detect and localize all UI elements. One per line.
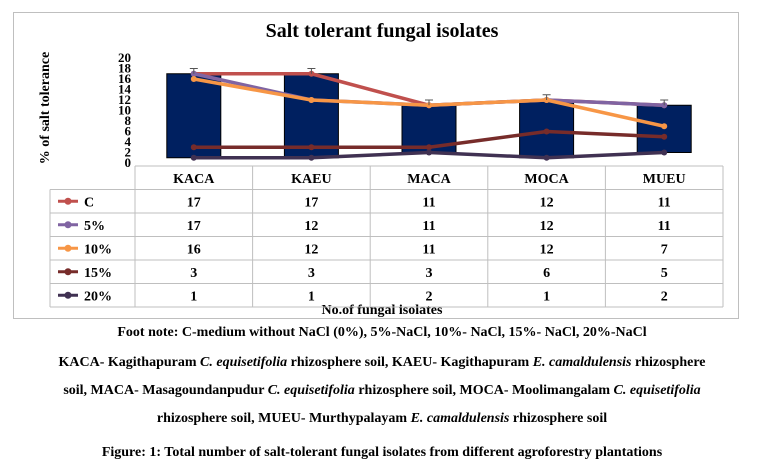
chart-title: Salt tolerant fungal isolates (265, 20, 499, 42)
series-point (426, 149, 432, 156)
table-cell-value: 16 (187, 242, 201, 257)
footnote-line-2: KACA- Kagithapuram C. equisetifolia rhiz… (0, 355, 764, 371)
footnote-line-3: soil, MACA- Masagoundanpudur C. equiseti… (0, 383, 764, 399)
legend-label: 15% (84, 266, 112, 281)
table-cell-value: 11 (658, 219, 671, 234)
table-cell-value: 12 (540, 219, 554, 234)
footnote-species: C. equisetifolia (267, 383, 355, 398)
y-tick-label: 20 (118, 50, 131, 65)
footnote-text: rhizosphere soil, MUEU- Murthypalayam (156, 411, 411, 426)
series-point (661, 149, 668, 156)
table-cell-value: 12 (540, 195, 554, 210)
y-tick-label: 0 (125, 155, 132, 170)
series-point (190, 76, 197, 82)
series-point (190, 154, 197, 161)
series-point (308, 97, 315, 103)
table-cell-value: 7 (661, 242, 668, 257)
footnote-text: Foot note: C-medium without NaCl (0%), 5… (117, 325, 647, 340)
table-cell-value: 17 (187, 219, 201, 234)
footnote-text: rhizosphere soil (509, 411, 608, 426)
series-point (190, 144, 197, 151)
figure-caption: Figure: 1: Total number of salt-tolerant… (101, 445, 663, 460)
x-tick-label: MOCA (524, 172, 569, 187)
legend-marker (64, 268, 72, 276)
table-cell-value: 3 (308, 266, 315, 281)
footnote-text: rhizosphere soil, MOCA- Moolimangalam (354, 383, 614, 398)
footnote-text: rhizosphere soil, KAEU- Kagithapuram (287, 355, 533, 370)
y-tick-label: 16 (118, 71, 132, 86)
table-cell-value: 2 (426, 289, 433, 304)
x-tick-label: MUEU (643, 172, 686, 187)
footnote-line-4: rhizosphere soil, MUEU- Murthypalayam E.… (0, 411, 764, 427)
footnote-species: C. equisetifolia (613, 383, 701, 398)
bar (166, 73, 222, 159)
table-cell-value: 3 (426, 266, 433, 281)
x-tick-label: KAEU (291, 172, 331, 187)
table-cell-value: 12 (540, 242, 554, 257)
table-cell-value: 6 (543, 266, 550, 281)
series-point (308, 154, 315, 161)
series-point (661, 123, 668, 130)
table-cell-value: 2 (661, 289, 668, 304)
table-cell-value: 11 (422, 219, 435, 234)
figure-frame (13, 12, 739, 319)
table-cell-value: 1 (308, 289, 315, 304)
y-tick-label: 4 (125, 134, 132, 149)
legend-label: C (84, 195, 94, 210)
table-cell-value: 1 (543, 289, 550, 304)
table-cell-value: 11 (658, 195, 671, 210)
legend-marker (64, 221, 72, 229)
y-tick-label: 8 (125, 113, 132, 128)
x-tick-label: KACA (173, 172, 215, 187)
table-cell-value: 12 (304, 242, 318, 257)
series-point (661, 133, 668, 140)
table-cell-value: 12 (304, 219, 318, 234)
footnote-text: soil, MACA- Masagoundanpudur (63, 383, 268, 398)
table-cell-value: 17 (304, 195, 318, 210)
y-tick-label: 2 (125, 145, 132, 160)
y-tick-label: 12 (118, 92, 131, 107)
table-cell-value: 1 (190, 289, 197, 304)
y-tick-label: 18 (118, 61, 132, 76)
footnote-species: C. equisetifolia (200, 355, 288, 370)
series-point (543, 128, 550, 135)
legend-label: 5% (84, 219, 105, 234)
legend-marker (64, 291, 72, 299)
series-point (308, 144, 315, 151)
footnote-text: rhizosphere (631, 355, 706, 370)
legend-label: 10% (84, 242, 112, 257)
footnote-species: E. camaldulensis (410, 411, 510, 426)
table-cell-value: 5 (661, 266, 668, 281)
y-tick-label: 10 (118, 103, 131, 118)
legend-marker (64, 197, 72, 205)
legend-label: 20% (84, 289, 112, 304)
x-tick-label: MACA (407, 172, 451, 187)
footnote-text: KACA- Kagithapuram (58, 355, 201, 370)
footnote-line-1: Foot note: C-medium without NaCl (0%), 5… (0, 325, 764, 341)
footnote-species: E. camaldulensis (532, 355, 632, 370)
series-point (543, 154, 550, 161)
table-cell-value: 11 (422, 242, 435, 257)
table-cell-value: 17 (187, 195, 201, 210)
y-tick-label: 14 (118, 82, 132, 97)
series-point (426, 144, 432, 151)
table-cell-value: 11 (422, 195, 435, 210)
table-cell-value: 3 (190, 266, 197, 281)
y-tick-label: 6 (125, 124, 132, 139)
legend-marker (64, 244, 72, 252)
